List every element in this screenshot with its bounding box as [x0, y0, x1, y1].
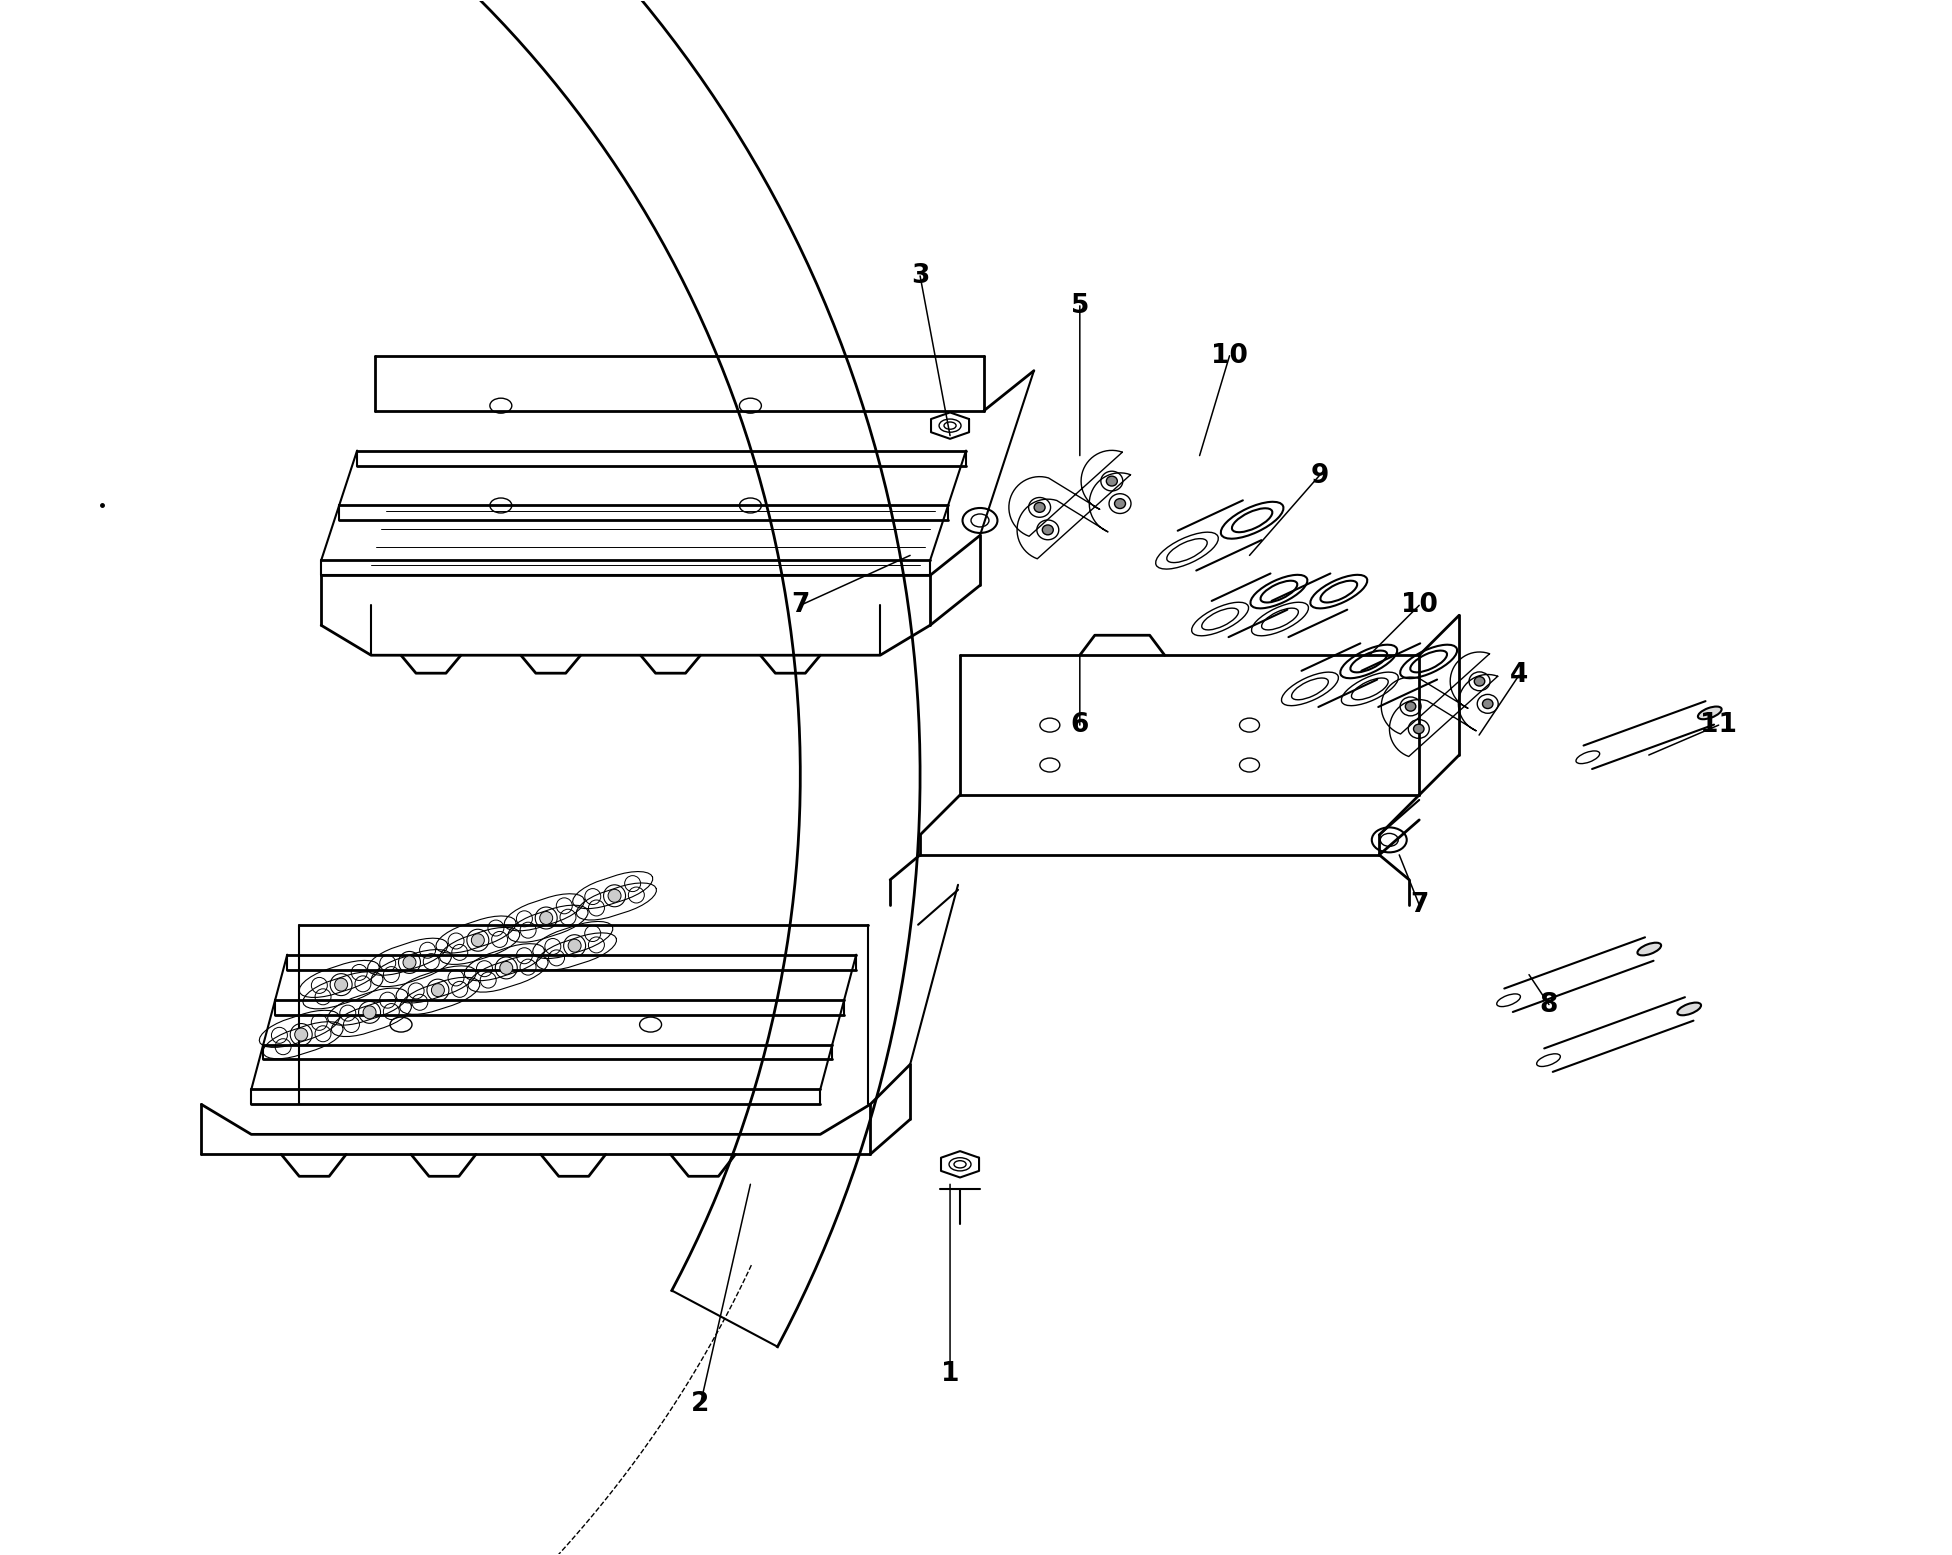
Text: 7: 7 — [1409, 891, 1429, 917]
Ellipse shape — [1115, 499, 1126, 508]
Text: 10: 10 — [1402, 592, 1437, 619]
Ellipse shape — [609, 889, 621, 902]
Ellipse shape — [1042, 526, 1054, 535]
Ellipse shape — [1035, 502, 1044, 512]
Ellipse shape — [334, 978, 347, 991]
Text: 4: 4 — [1511, 662, 1528, 689]
Text: 10: 10 — [1210, 342, 1247, 369]
Text: 9: 9 — [1310, 462, 1329, 488]
Text: 3: 3 — [912, 263, 929, 289]
Ellipse shape — [363, 1006, 377, 1019]
Ellipse shape — [1482, 700, 1493, 709]
Ellipse shape — [500, 961, 513, 975]
Text: 11: 11 — [1700, 712, 1737, 739]
Ellipse shape — [431, 984, 445, 997]
Ellipse shape — [295, 1028, 308, 1040]
Text: 6: 6 — [1070, 712, 1089, 739]
Ellipse shape — [568, 939, 582, 952]
Ellipse shape — [470, 933, 484, 947]
Ellipse shape — [1677, 1003, 1700, 1015]
Text: 8: 8 — [1540, 992, 1558, 1017]
Text: 2: 2 — [691, 1390, 711, 1417]
Text: 1: 1 — [941, 1361, 958, 1387]
Text: 5: 5 — [1070, 292, 1089, 319]
Ellipse shape — [1638, 942, 1661, 955]
Ellipse shape — [539, 911, 552, 925]
Ellipse shape — [1405, 701, 1415, 711]
Ellipse shape — [1698, 706, 1722, 720]
Ellipse shape — [1474, 676, 1485, 686]
Ellipse shape — [402, 956, 416, 969]
Ellipse shape — [1413, 725, 1425, 734]
Text: 7: 7 — [791, 592, 810, 619]
Ellipse shape — [1107, 476, 1117, 487]
